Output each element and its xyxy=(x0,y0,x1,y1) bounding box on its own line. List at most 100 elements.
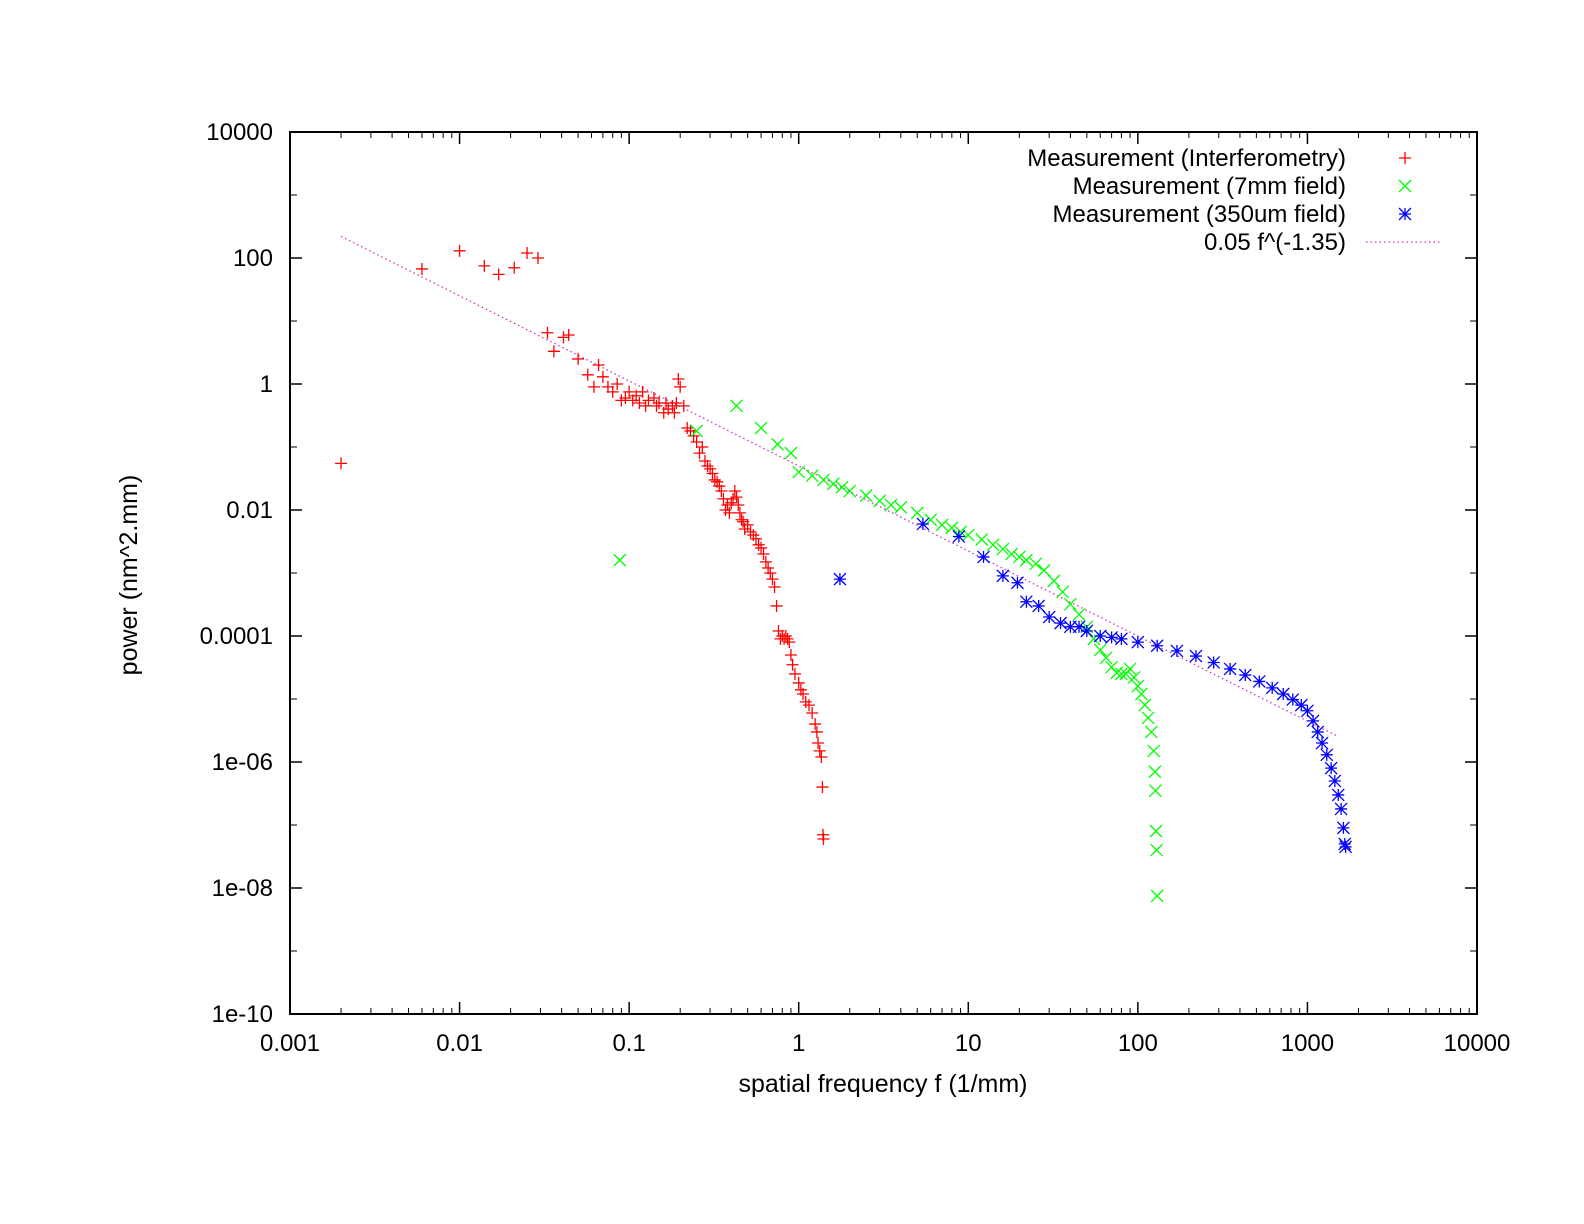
data-point xyxy=(1080,624,1094,638)
data-point xyxy=(945,521,959,535)
data-point xyxy=(792,676,805,689)
data-point xyxy=(647,391,660,404)
data-point xyxy=(1148,765,1162,779)
fit-line-layer xyxy=(340,235,1338,737)
data-point xyxy=(730,491,743,504)
y-tick-label: 1e-06 xyxy=(212,749,273,776)
data-point xyxy=(975,533,989,546)
data-point xyxy=(1131,635,1145,649)
data-point xyxy=(1005,547,1019,561)
series-3 xyxy=(833,517,1353,854)
data-point xyxy=(674,380,687,393)
data-point xyxy=(684,424,697,437)
data-point xyxy=(633,396,646,409)
y-tick-label: 100 xyxy=(233,245,273,272)
data-point xyxy=(826,477,840,491)
data-point xyxy=(541,326,554,339)
series-1 xyxy=(335,244,830,845)
data-point xyxy=(797,688,810,701)
y-tick-label: 1e-10 xyxy=(212,1001,273,1028)
data-point xyxy=(1334,802,1348,816)
data-point xyxy=(733,506,746,519)
data-point xyxy=(1320,748,1334,762)
data-point xyxy=(698,454,711,467)
data-point xyxy=(770,599,783,612)
data-point xyxy=(1054,616,1067,630)
data-point xyxy=(809,718,822,731)
series-2 xyxy=(613,399,1164,903)
data-point xyxy=(1286,693,1300,707)
data-point xyxy=(1170,644,1184,658)
data-point xyxy=(677,399,690,412)
data-point xyxy=(952,530,966,543)
legend-label: 0.05 f^(-1.35) xyxy=(1204,229,1346,256)
data-point xyxy=(1328,774,1342,788)
data-point xyxy=(816,781,829,794)
data-point xyxy=(492,268,505,281)
data-point xyxy=(812,737,825,750)
fit-line xyxy=(340,235,1338,737)
data-point xyxy=(766,573,779,586)
legend-label: Measurement (7mm field) xyxy=(1073,173,1346,200)
data-point xyxy=(806,706,819,719)
data-point xyxy=(521,247,534,260)
legend-label: Measurement (Interferometry) xyxy=(1027,145,1346,172)
data-point xyxy=(1150,639,1164,653)
data-point xyxy=(562,328,575,341)
data-point xyxy=(817,832,830,845)
data-point xyxy=(986,538,1000,552)
data-point xyxy=(786,658,799,671)
data-point xyxy=(1134,687,1148,701)
data-point xyxy=(1338,837,1352,851)
data-point xyxy=(1252,674,1266,688)
data-point xyxy=(1331,788,1345,802)
data-point xyxy=(752,538,765,551)
legend-swatch xyxy=(1399,152,1411,164)
x-tick-label: 10000 xyxy=(1444,1030,1511,1057)
data-point xyxy=(910,506,924,520)
data-point xyxy=(1306,714,1320,728)
data-point xyxy=(1238,668,1252,682)
data-point xyxy=(696,441,709,453)
data-point xyxy=(1042,610,1056,624)
data-point xyxy=(1141,711,1155,725)
data-point xyxy=(1093,643,1107,657)
data-points-layer xyxy=(335,244,1353,903)
data-point xyxy=(587,380,600,393)
data-point xyxy=(843,484,857,498)
data-point xyxy=(642,394,655,407)
y-tick-label: 1 xyxy=(260,371,273,398)
data-point xyxy=(335,457,348,470)
data-point xyxy=(813,744,826,757)
data-point xyxy=(1300,704,1314,718)
data-point xyxy=(728,485,741,498)
data-point xyxy=(1072,607,1086,621)
data-point xyxy=(1147,744,1161,758)
data-point xyxy=(547,345,560,358)
data-point xyxy=(1105,630,1119,644)
data-point xyxy=(779,630,792,642)
data-point xyxy=(771,437,784,451)
data-point xyxy=(630,389,643,402)
data-point xyxy=(1339,840,1353,854)
data-point xyxy=(639,399,652,412)
data-point xyxy=(1037,563,1051,577)
data-point xyxy=(690,436,703,449)
data-point xyxy=(557,331,570,344)
data-point xyxy=(690,424,704,438)
data-point xyxy=(783,636,796,649)
data-point xyxy=(884,498,898,512)
data-point xyxy=(611,378,624,390)
data-point xyxy=(693,447,706,460)
data-point xyxy=(1144,725,1158,739)
data-point xyxy=(755,541,768,554)
data-point xyxy=(744,525,757,538)
data-point xyxy=(1032,599,1046,613)
data-point xyxy=(572,352,585,365)
data-point xyxy=(1019,553,1033,567)
data-point xyxy=(768,580,781,593)
y-tick-label: 10000 xyxy=(206,119,273,146)
data-point xyxy=(784,648,797,661)
data-point xyxy=(730,399,744,413)
